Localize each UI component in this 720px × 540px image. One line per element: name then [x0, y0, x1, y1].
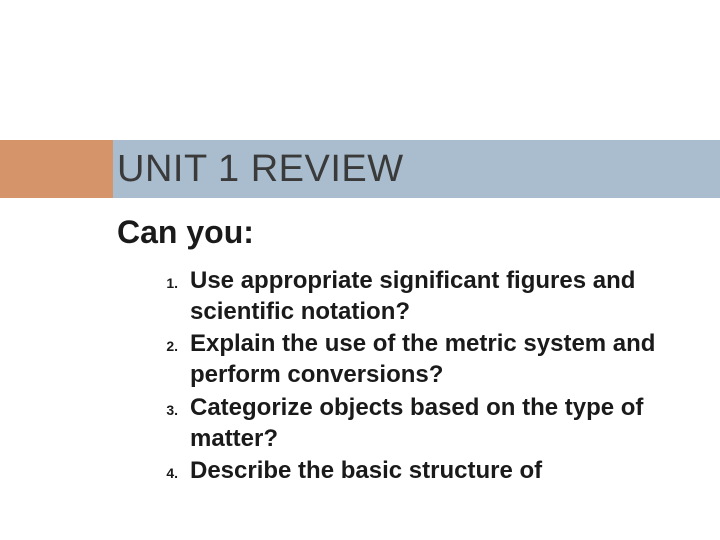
- list-text: Categorize objects based on the type of …: [190, 393, 660, 454]
- title-accent-block: [0, 140, 113, 198]
- title-band: UNIT 1 REVIEW: [0, 140, 720, 198]
- numbered-list: 1. Use appropriate significant figures a…: [160, 266, 660, 489]
- slide-title: UNIT 1 REVIEW: [117, 148, 404, 191]
- list-text: Describe the basic structure of: [190, 456, 542, 487]
- list-item: 4. Describe the basic structure of: [160, 456, 660, 487]
- list-number: 4.: [160, 465, 190, 481]
- list-item: 1. Use appropriate significant figures a…: [160, 266, 660, 327]
- list-text: Use appropriate significant figures and …: [190, 266, 660, 327]
- title-background-block: UNIT 1 REVIEW: [113, 140, 720, 198]
- list-text: Explain the use of the metric system and…: [190, 329, 660, 390]
- list-item: 3. Categorize objects based on the type …: [160, 393, 660, 454]
- list-number: 3.: [160, 402, 190, 418]
- subheading: Can you:: [117, 214, 254, 251]
- list-number: 1.: [160, 275, 190, 291]
- list-number: 2.: [160, 338, 190, 354]
- list-item: 2. Explain the use of the metric system …: [160, 329, 660, 390]
